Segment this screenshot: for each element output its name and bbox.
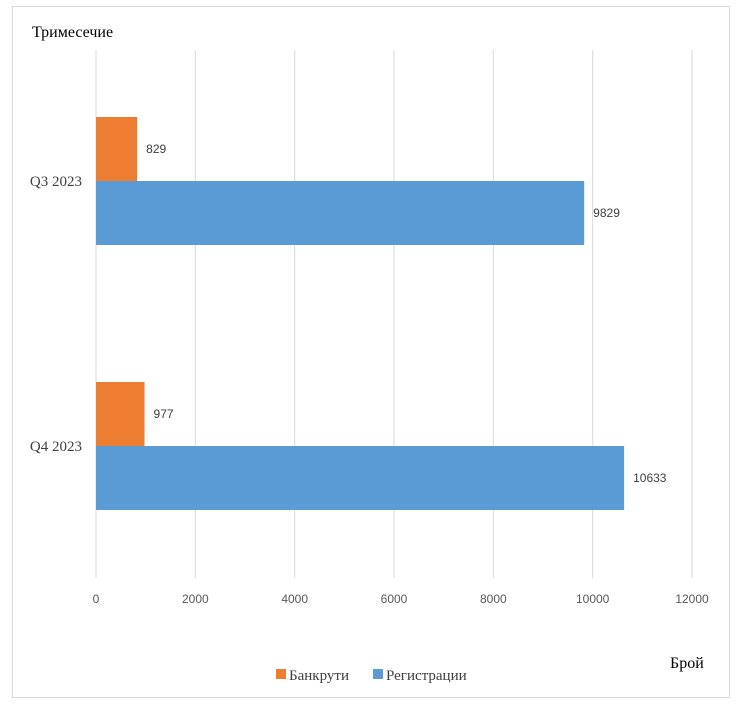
category-label: Q3 2023 <box>30 174 82 190</box>
legend-swatch-registrations <box>373 669 383 679</box>
legend-label-registrations: Регистрации <box>386 668 467 684</box>
bar-bankrupt-q4-2023 <box>96 382 145 446</box>
x-tick-label: 6000 <box>381 592 408 606</box>
x-tick-label: 12000 <box>675 592 709 606</box>
legend-swatch-bankrupt <box>276 669 286 679</box>
x-tick-label: 8000 <box>480 592 507 606</box>
data-labels: 829 9829 977 10633 <box>146 142 667 485</box>
x-tick-label: 2000 <box>182 592 209 606</box>
data-label: 977 <box>154 407 174 421</box>
data-label: 829 <box>146 142 166 156</box>
x-tick-label: 4000 <box>281 592 308 606</box>
data-label: 10633 <box>633 471 667 485</box>
y-axis-title: Тримесечие <box>32 24 113 41</box>
bars <box>96 117 625 510</box>
bar-registrations-q3-2023 <box>96 181 585 245</box>
bar-registrations-q4-2023 <box>96 446 625 510</box>
bar-bankrupt-q3-2023 <box>96 117 138 181</box>
category-label: Q4 2023 <box>30 439 82 455</box>
category-labels: Q3 2023 Q4 2023 <box>30 174 82 455</box>
legend-label-bankrupt: Банкрути <box>289 668 349 684</box>
x-tick-labels: 0 2000 4000 6000 8000 10000 12000 <box>93 592 709 606</box>
x-tick-label: 0 <box>93 592 100 606</box>
x-tick-label: 10000 <box>576 592 610 606</box>
data-label: 9829 <box>593 206 620 220</box>
x-axis-title: Брой <box>670 655 704 672</box>
legend: Банкрути Регистрации <box>276 668 467 684</box>
